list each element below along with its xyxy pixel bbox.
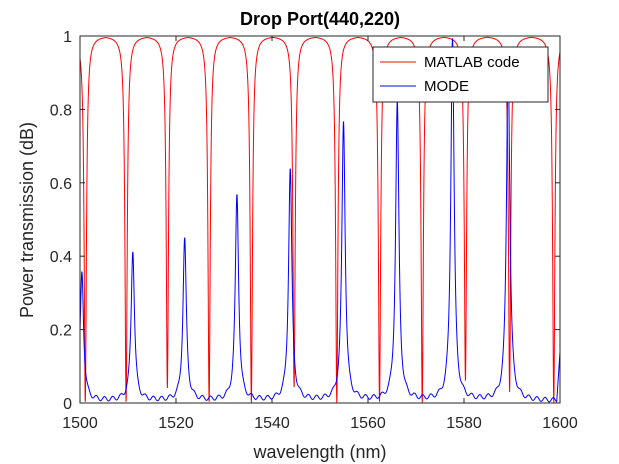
- x-tick-label: 1560: [350, 415, 386, 432]
- series-line-matlab-code: [79, 36, 561, 404]
- series-layer: [79, 36, 561, 404]
- x-axis-label: wavelength (nm): [252, 442, 386, 462]
- series-line-mode: [79, 38, 561, 403]
- x-tick-label: 1580: [446, 415, 482, 432]
- x-tick-label: 1500: [62, 415, 98, 432]
- legend-label-matlab-code: MATLAB code: [424, 54, 520, 71]
- y-tick-label: 0.4: [50, 249, 72, 266]
- x-tick-label: 1540: [254, 415, 290, 432]
- x-tick-label: 1600: [542, 415, 578, 432]
- y-axis-label: Power transmission (dB): [17, 122, 37, 318]
- y-tick-label: 0: [63, 396, 72, 413]
- y-tick-label: 1: [63, 29, 72, 46]
- y-tick-label: 0.8: [50, 102, 72, 119]
- chart-title: Drop Port(440,220): [240, 9, 400, 29]
- y-axis: 0 0.2 0.4 0.6 0.8 1: [50, 29, 560, 413]
- x-axis: 1500 1520 1540 1560 1580 1600: [62, 36, 578, 432]
- y-tick-label: 0.2: [50, 323, 72, 340]
- x-tick-label: 1520: [158, 415, 194, 432]
- legend-label-mode: MODE: [424, 78, 469, 95]
- legend-box: [372, 46, 549, 103]
- y-tick-label: 0.6: [50, 176, 72, 193]
- plot-frame: [79, 35, 561, 404]
- legend: MATLAB code MODE: [372, 46, 549, 103]
